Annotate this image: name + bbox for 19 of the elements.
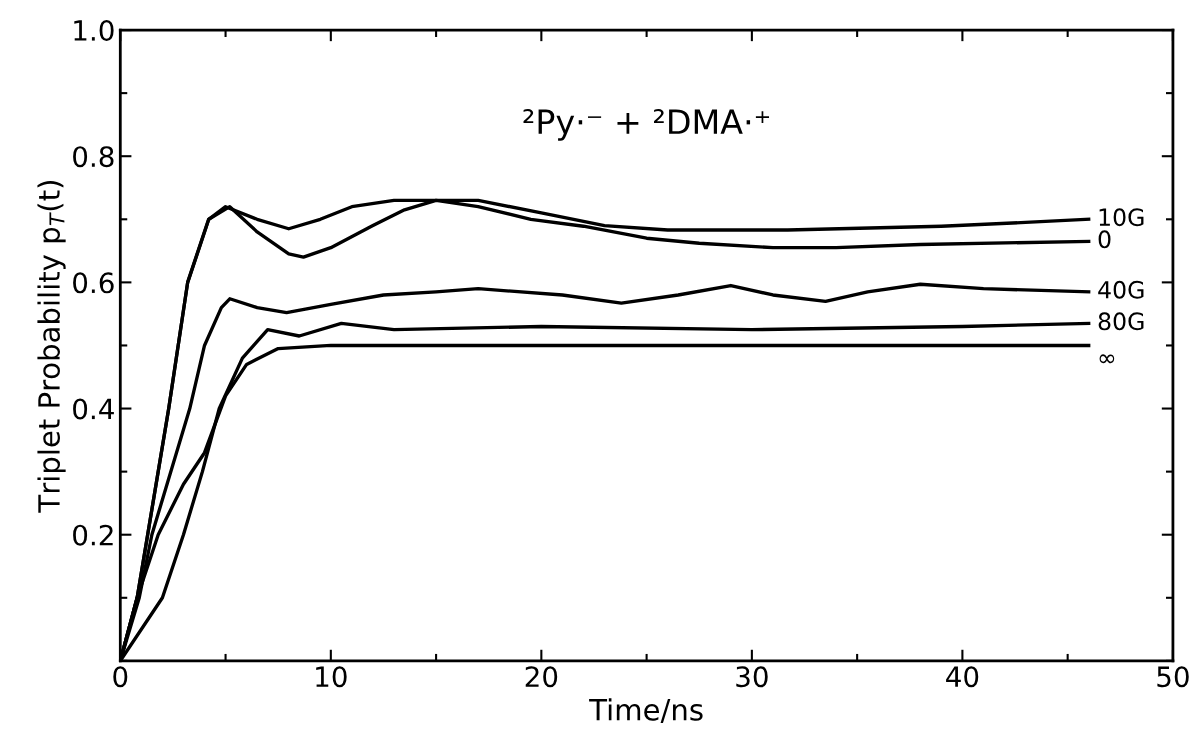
- y-tick-label: 0.4: [73, 398, 114, 420]
- y-tick-label: 0.6: [73, 272, 114, 294]
- series-label: 80G: [1098, 312, 1144, 331]
- series-label: 0: [1098, 230, 1111, 249]
- y-tick-label: 0.2: [73, 524, 113, 546]
- x-axis-title: Time/ns: [589, 698, 703, 724]
- y-axis-title: Triplet Probability p$_{T}$(t): [37, 181, 66, 513]
- x-tick-label: 10: [316, 666, 347, 688]
- legend-label: ∞: [1099, 354, 1115, 364]
- x-tick-label: 0: [113, 666, 128, 688]
- x-tick-label: 40: [946, 666, 979, 688]
- x-tick-label: 30: [736, 666, 768, 688]
- x-tick-label: 20: [525, 666, 558, 688]
- y-tick-label: 0.8: [73, 146, 114, 168]
- x-tick-label: 50: [1157, 666, 1189, 688]
- legend-label: 40G: [1098, 280, 1144, 299]
- y-tick-label: 1.0: [74, 19, 114, 41]
- legend-label: 10G: [1099, 208, 1144, 227]
- text: ²Py·⁻ + ²DMA·⁺: [523, 109, 770, 141]
